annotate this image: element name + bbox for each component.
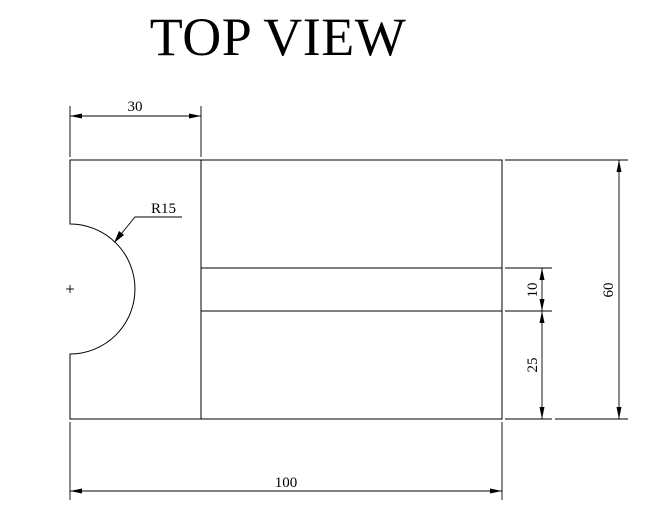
arrow-head [539, 268, 545, 280]
dimension-text-slot-height: 25 [525, 358, 541, 373]
dimension-slot-width: 10 [505, 267, 552, 312]
dimension-total-height: 60 [505, 159, 628, 420]
arrow-head [189, 113, 201, 119]
dimension-text-total-length: 100 [275, 475, 298, 491]
arrow-head [539, 299, 545, 311]
dimension-slot-offset: 30 [69, 99, 202, 157]
dimension-slot-height: 25 [505, 311, 552, 420]
outer-boundary [69, 159, 503, 420]
dimension-text-slot-offset: 30 [128, 99, 143, 115]
page-title: TOP VIEW [149, 7, 407, 67]
arrow-head [616, 160, 622, 172]
leader-line [116, 216, 182, 240]
arrow-head [616, 407, 622, 419]
arrow-head [539, 407, 545, 419]
arrow-head [70, 488, 82, 494]
dimension-text-radius: R15 [151, 201, 176, 217]
arrow-head [539, 311, 545, 323]
center-mark [66, 285, 74, 293]
arrow-head [114, 231, 124, 243]
dimension-text-total-height: 60 [601, 283, 617, 298]
dimension-total-length: 100 [69, 422, 503, 500]
arrow-head [490, 488, 502, 494]
arrow-head [70, 113, 82, 119]
dimension-text-slot-width: 10 [525, 283, 541, 298]
dimension-radius: R15 [114, 201, 182, 243]
part-outline [69, 159, 503, 420]
